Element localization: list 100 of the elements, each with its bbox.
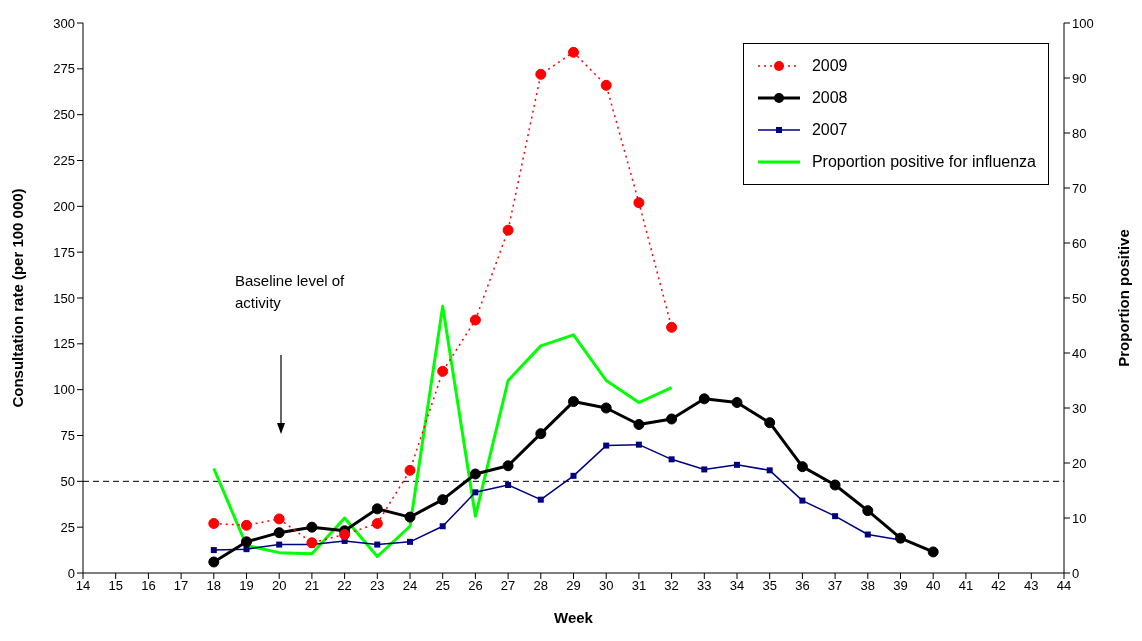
point bbox=[437, 365, 449, 377]
point bbox=[469, 468, 481, 480]
point bbox=[895, 532, 906, 544]
y2-axis-title: Proportion positive bbox=[1115, 229, 1133, 367]
y2-tick-label: 90 bbox=[1072, 70, 1087, 86]
point bbox=[502, 460, 514, 472]
x-tick-label: 14 bbox=[75, 578, 91, 594]
point bbox=[273, 527, 285, 539]
y-axis-title: Consultation rate (per 100 000) bbox=[9, 188, 27, 408]
point bbox=[241, 519, 252, 531]
point bbox=[437, 494, 449, 506]
point bbox=[208, 556, 220, 568]
point bbox=[862, 505, 874, 517]
x-tick-label: 37 bbox=[827, 578, 843, 594]
point bbox=[832, 513, 839, 520]
x-tick-label: 32 bbox=[664, 578, 679, 594]
point bbox=[568, 396, 579, 408]
point bbox=[829, 479, 841, 491]
point bbox=[404, 511, 416, 523]
y-tick-label: 200 bbox=[53, 198, 75, 214]
y-tick-label: 75 bbox=[60, 428, 75, 444]
point bbox=[666, 321, 678, 333]
x-tick-label: 33 bbox=[697, 578, 712, 594]
x-tick-label: 29 bbox=[566, 578, 581, 594]
point bbox=[701, 466, 708, 473]
point bbox=[404, 464, 416, 476]
point bbox=[472, 489, 479, 496]
y2-tick-label: 50 bbox=[1072, 290, 1087, 306]
x-tick-label: 31 bbox=[631, 578, 647, 594]
y-tick-label: 100 bbox=[53, 382, 75, 398]
point bbox=[273, 513, 285, 525]
point bbox=[633, 197, 645, 209]
x-tick-label: 22 bbox=[337, 578, 352, 594]
annotation: Baseline level of activity bbox=[235, 271, 345, 313]
x-tick-label: 36 bbox=[795, 578, 810, 594]
point bbox=[535, 68, 547, 80]
x-tick-label: 21 bbox=[304, 578, 320, 594]
y2-tick-label: 80 bbox=[1072, 125, 1087, 141]
y-tick-label: 275 bbox=[53, 61, 75, 77]
x-tick-label: 18 bbox=[206, 578, 222, 594]
y-tick-label: 250 bbox=[53, 107, 75, 123]
y2-tick-label: 20 bbox=[1072, 455, 1087, 471]
x-tick-label: 24 bbox=[402, 578, 418, 594]
point bbox=[374, 541, 381, 548]
point bbox=[766, 467, 773, 474]
point bbox=[635, 441, 642, 448]
point bbox=[731, 397, 743, 408]
x-tick-label: 20 bbox=[271, 578, 287, 594]
point bbox=[371, 503, 383, 515]
legend-label: 2008 bbox=[811, 88, 848, 108]
point bbox=[764, 417, 776, 429]
x-tick-label: 35 bbox=[762, 578, 777, 594]
point bbox=[603, 442, 610, 449]
x-tick-label: 23 bbox=[370, 578, 385, 594]
point bbox=[502, 224, 514, 236]
point bbox=[600, 79, 612, 91]
point bbox=[306, 537, 318, 549]
x-tick-label: 19 bbox=[239, 578, 254, 594]
x-tick-label: 30 bbox=[598, 578, 614, 594]
y-tick-label: 175 bbox=[53, 244, 75, 260]
point bbox=[864, 531, 871, 538]
point bbox=[339, 529, 351, 540]
point bbox=[535, 428, 547, 440]
y-tick-label: 300 bbox=[53, 15, 75, 31]
y2-tick-label: 40 bbox=[1072, 345, 1087, 361]
point bbox=[799, 497, 806, 504]
x-tick-label: 38 bbox=[860, 578, 876, 594]
point bbox=[570, 472, 577, 479]
x-tick-label: 26 bbox=[468, 578, 483, 594]
point bbox=[568, 46, 579, 58]
point bbox=[407, 538, 413, 545]
point bbox=[796, 461, 808, 473]
point bbox=[371, 518, 383, 529]
x-tick-label: 27 bbox=[500, 578, 516, 594]
x-tick-label: 41 bbox=[958, 578, 974, 594]
x-tick-label: 40 bbox=[925, 578, 941, 594]
x-tick-label: 44 bbox=[1056, 578, 1072, 594]
point bbox=[439, 523, 446, 530]
x-tick-label: 43 bbox=[1024, 578, 1039, 594]
y2-tick-label: 70 bbox=[1072, 180, 1087, 196]
y-tick-label: 50 bbox=[60, 473, 75, 489]
point bbox=[668, 456, 675, 463]
x-tick-label: 42 bbox=[991, 578, 1006, 594]
x-tick-label: 28 bbox=[533, 578, 549, 594]
y2-tick-label: 0 bbox=[1072, 565, 1080, 581]
x-tick-label: 25 bbox=[435, 578, 450, 594]
y2-tick-label: 100 bbox=[1072, 15, 1094, 31]
point bbox=[633, 419, 645, 430]
y2-tick-label: 30 bbox=[1072, 400, 1087, 416]
x-tick-label: 15 bbox=[108, 578, 123, 594]
point bbox=[505, 482, 512, 488]
x-axis-title: Week bbox=[554, 609, 594, 626]
legend-label: 2009 bbox=[811, 56, 848, 76]
point bbox=[241, 536, 252, 548]
x-tick-label: 39 bbox=[893, 578, 908, 594]
legend-label: Proportion positive for influenza bbox=[811, 152, 1036, 172]
x-tick-label: 34 bbox=[729, 578, 745, 594]
legend-label: 2007 bbox=[811, 120, 848, 140]
y2-tick-label: 60 bbox=[1072, 235, 1087, 251]
point bbox=[927, 546, 939, 558]
